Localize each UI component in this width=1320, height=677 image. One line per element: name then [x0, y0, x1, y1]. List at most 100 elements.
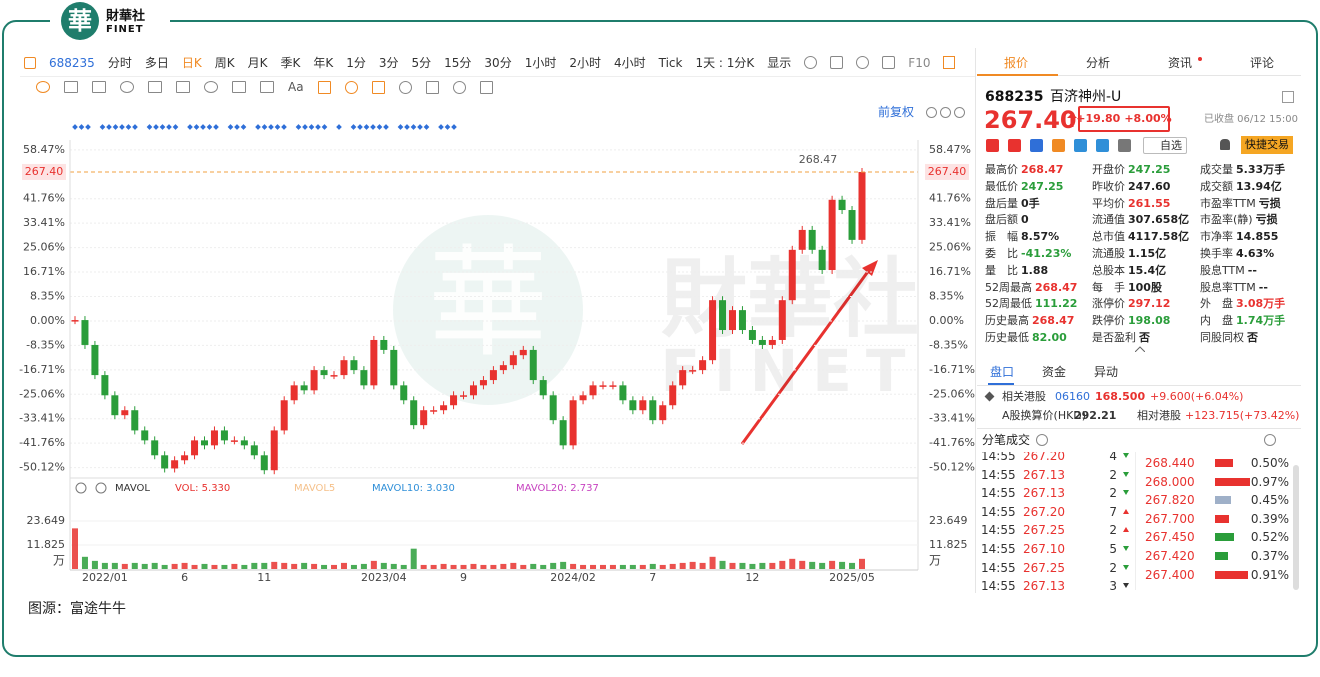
book-pct: 0.91%: [1250, 567, 1289, 582]
draw-icon: [398, 80, 412, 94]
book-bar: [1215, 477, 1250, 486]
event-marker: [153, 124, 159, 130]
period-tab[interactable]: 年K: [313, 56, 334, 70]
candle: [161, 455, 169, 469]
period-tab[interactable]: 30分: [484, 56, 512, 70]
stat-row: 52周最低 111.22: [985, 296, 1077, 312]
y-tick-label: 0.00%: [30, 314, 65, 327]
sub-tab[interactable]: 异动: [1094, 365, 1119, 379]
hk-code: 06160: [1055, 390, 1090, 403]
volume-bar: [231, 563, 238, 569]
period-tab[interactable]: 15分: [444, 56, 472, 70]
y-tick-label: -8.35%: [26, 338, 65, 351]
trade-time: 14:55: [981, 560, 1016, 575]
sub-tab[interactable]: 资金: [1042, 365, 1067, 379]
stat-row: 同股同权否: [1200, 330, 1258, 346]
period-tab[interactable]: 多日: [144, 56, 169, 70]
volume-bar: [191, 564, 198, 569]
volume-bar: [669, 563, 676, 569]
volume-bar: [769, 562, 776, 569]
book-pct: 0.50%: [1250, 456, 1289, 470]
event-marker: [125, 124, 132, 130]
period-tab[interactable]: 季K: [280, 56, 301, 70]
event-marker: [206, 124, 213, 130]
event-marker: [357, 124, 363, 130]
stat-row: 每 手 100股: [1092, 280, 1162, 296]
stat-label: 历史最低: [985, 331, 1029, 344]
candle: [738, 310, 746, 331]
trade-price: 267.25: [1023, 523, 1065, 538]
quote-tab[interactable]: 报价: [1003, 56, 1028, 70]
period-tab[interactable]: 5分: [411, 56, 432, 70]
draw-icon: [204, 81, 218, 93]
toolbar-interval[interactable]: 1天 : 1分K: [695, 56, 755, 70]
period-tab[interactable]: 分时: [107, 56, 132, 70]
candle: [489, 370, 497, 381]
watch-button[interactable]: 自选: [1143, 137, 1187, 154]
period-tab[interactable]: 1小时: [524, 56, 557, 70]
volume-bar: [500, 563, 507, 569]
quote-tab[interactable]: 资讯: [1167, 56, 1192, 70]
volume-bar: [271, 561, 278, 569]
stat-label: 同股同权: [1200, 331, 1244, 344]
trade-arrow: [1123, 508, 1129, 514]
event-marker: [261, 124, 268, 130]
stat-label: 平均价: [1092, 196, 1125, 210]
period-tab[interactable]: 周K: [214, 56, 235, 70]
volume-bar: [380, 562, 387, 569]
candle: [71, 320, 79, 322]
volume-bar: [709, 556, 716, 569]
close-icon: [95, 482, 107, 494]
candle: [141, 430, 149, 441]
trade-button[interactable]: 快捷交易: [1241, 136, 1293, 154]
period-tab[interactable]: 2小时: [569, 56, 601, 70]
stat-label: 是否盈利: [1092, 331, 1136, 344]
period-tab[interactable]: 日K: [181, 56, 202, 70]
stat-label: 最低价: [985, 179, 1018, 193]
period-tab[interactable]: 3分: [378, 56, 399, 70]
y-tick-label-right: -33.41%: [929, 412, 975, 425]
quote-tab[interactable]: 评论: [1249, 56, 1274, 70]
stat-label: 股息TTM: [1200, 263, 1245, 277]
volume-legend: MAVOL5: [294, 483, 335, 494]
volume-bar: [281, 562, 288, 569]
stat-value: 3.08万手: [1236, 297, 1286, 311]
event-marker: [321, 124, 328, 130]
volume-bar: [759, 562, 766, 569]
period-tab[interactable]: 4小时: [613, 56, 646, 70]
period-tab[interactable]: 月K: [247, 56, 268, 70]
event-marker: [234, 124, 240, 130]
candle: [659, 405, 667, 421]
trade-price: 267.13: [1023, 467, 1065, 482]
period-tab[interactable]: Tick: [658, 55, 683, 70]
volume-legend: MAVOL20: 2.737: [516, 483, 599, 494]
candle: [639, 400, 647, 411]
volume-bar: [779, 560, 786, 569]
toolbar-display[interactable]: 显示: [767, 56, 792, 70]
stat-label: 外 盘: [1200, 297, 1233, 311]
volume-bar: [590, 564, 597, 569]
event-marker: [404, 124, 410, 130]
ticks-title: 分笔成交: [982, 433, 1031, 447]
candle: [808, 229, 816, 250]
quote-tab[interactable]: 分析: [1085, 56, 1110, 70]
y-tick-label-right: 41.76%: [929, 192, 971, 205]
stat-value: 307.658亿: [1128, 213, 1190, 227]
last-price-box: [925, 163, 969, 180]
draw-icon: [260, 81, 274, 93]
trade-time: 14:55: [981, 467, 1016, 482]
book-price: 267.700: [1145, 511, 1195, 526]
volume-bar: [430, 564, 437, 569]
event-marker: [112, 124, 119, 130]
help-icon: [1036, 434, 1048, 446]
candle: [390, 349, 398, 386]
volume-bar: [450, 564, 457, 569]
fuquan: 前复权: [878, 105, 915, 119]
trade-qty: 4: [1109, 452, 1117, 463]
volume-bar: [619, 564, 626, 569]
period-tab[interactable]: 1分: [346, 56, 366, 70]
stat-label: 最高价: [985, 163, 1018, 176]
sub-tab[interactable]: 盘口: [990, 365, 1015, 379]
stat-row: 流通股 1.15亿: [1092, 246, 1166, 262]
stat-value: 5.33万手: [1236, 163, 1286, 176]
